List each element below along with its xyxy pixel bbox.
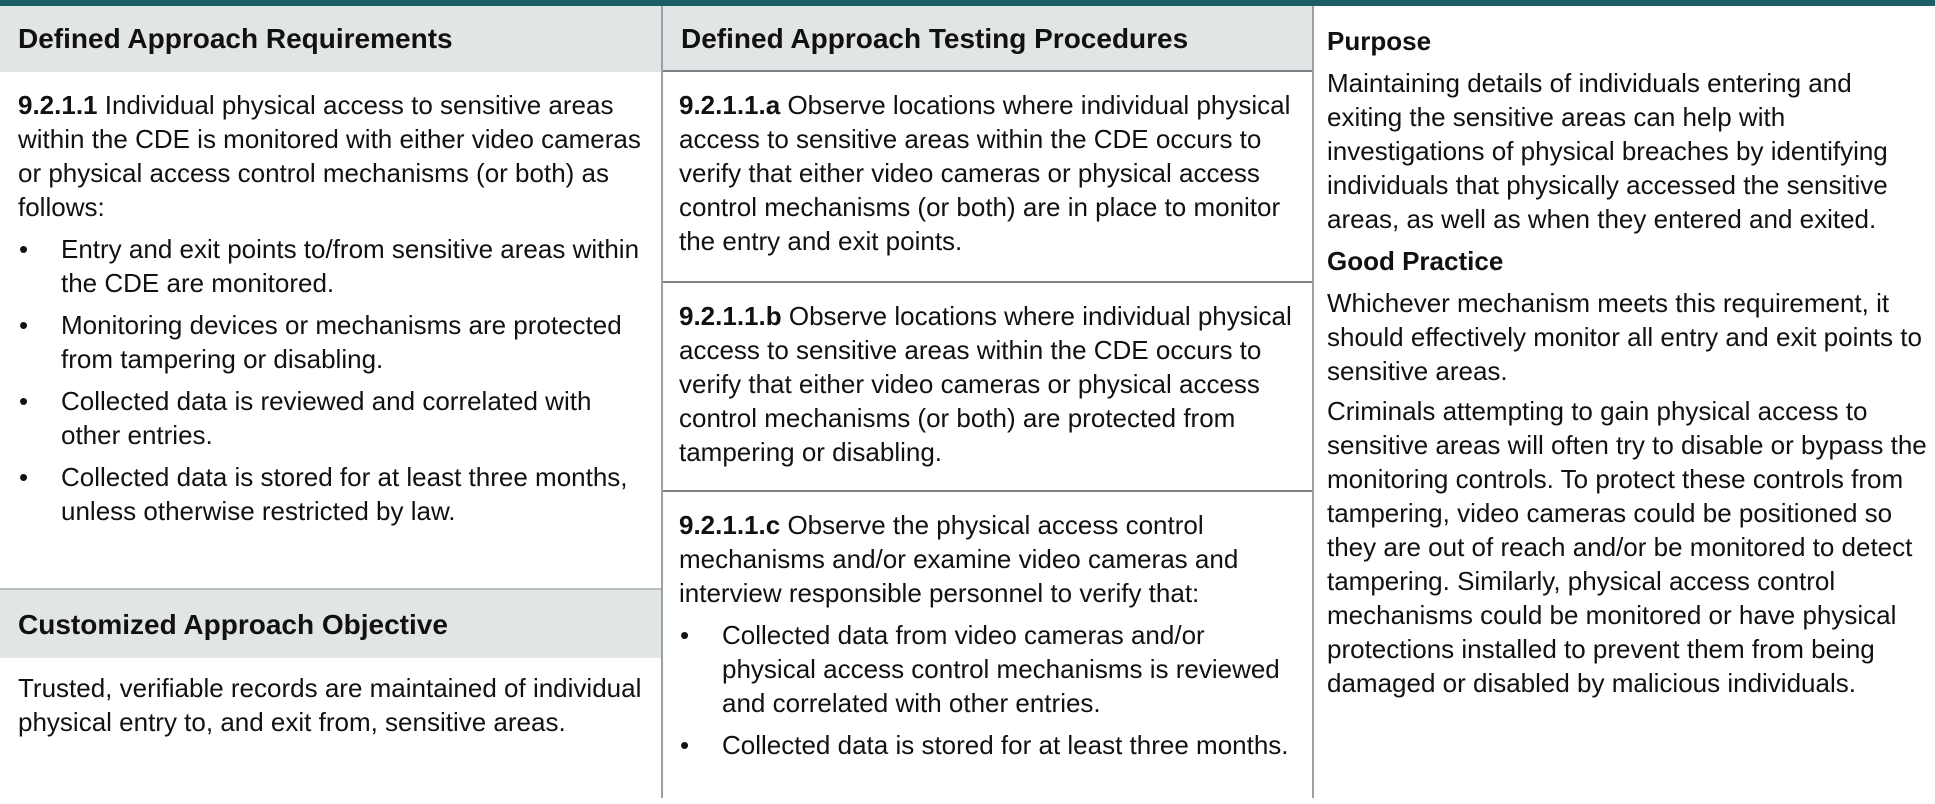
procedure-text: Observe locations where individual physi… xyxy=(679,90,1291,256)
good-practice-heading: Good Practice xyxy=(1327,246,1504,276)
list-item: Collected data is stored for at least th… xyxy=(679,728,1296,762)
requirement-block: 9.2.1.1 Individual physical access to se… xyxy=(18,88,648,536)
objective-text: Trusted, verifiable records are maintain… xyxy=(18,673,642,737)
list-item: Collected data from video cameras and/or… xyxy=(679,618,1296,720)
procedure-id: 9.2.1.1.a xyxy=(679,90,781,120)
procedure-text: Observe the physical access control mech… xyxy=(679,510,1239,608)
procedure-b: 9.2.1.1.b Observe locations where indivi… xyxy=(663,285,1312,492)
good-practice-paragraph: Criminals attempting to gain physical ac… xyxy=(1327,396,1927,698)
list-item: Collected data is reviewed and correlate… xyxy=(18,384,648,452)
procedure-statement: 9.2.1.1.c Observe the physical access co… xyxy=(679,508,1296,610)
purpose-heading: Purpose xyxy=(1327,26,1432,56)
objective-header: Customized Approach Objective xyxy=(0,588,661,658)
procedure-id: 9.2.1.1.c xyxy=(679,510,781,540)
requirement-text: Individual physical access to sensitive … xyxy=(18,90,641,222)
top-accent-bar xyxy=(0,0,1935,6)
purpose-text: Maintaining details of individuals enter… xyxy=(1327,68,1888,234)
guidance-column: Purpose Maintaining details of individua… xyxy=(1312,6,1935,798)
procedure-text: Observe locations where individual physi… xyxy=(679,301,1292,467)
list-item: Collected data is stored for at least th… xyxy=(18,460,648,528)
list-item: Monitoring devices or mechanisms are pro… xyxy=(18,308,648,376)
testing-column: Defined Approach Testing Procedures 9.2.… xyxy=(661,6,1314,798)
requirements-column: Defined Approach Requirements 9.2.1.1 In… xyxy=(0,6,661,798)
procedure-a: 9.2.1.1.a Observe locations where indivi… xyxy=(663,74,1312,283)
testing-header: Defined Approach Testing Procedures xyxy=(663,6,1312,72)
procedure-bullets: Collected data from video cameras and/or… xyxy=(679,618,1296,762)
procedure-id: 9.2.1.1.b xyxy=(679,301,782,331)
procedure-c: 9.2.1.1.c Observe the physical access co… xyxy=(663,494,1312,804)
requirement-statement: 9.2.1.1 Individual physical access to se… xyxy=(18,88,648,224)
requirement-bullets: Entry and exit points to/from sensitive … xyxy=(18,232,648,528)
guidance-content: Purpose Maintaining details of individua… xyxy=(1327,24,1927,708)
requirements-header: Defined Approach Requirements xyxy=(0,6,661,72)
requirement-id: 9.2.1.1 xyxy=(18,90,98,120)
list-item: Entry and exit points to/from sensitive … xyxy=(18,232,648,300)
good-practice-paragraph: Whichever mechanism meets this requireme… xyxy=(1327,288,1922,386)
